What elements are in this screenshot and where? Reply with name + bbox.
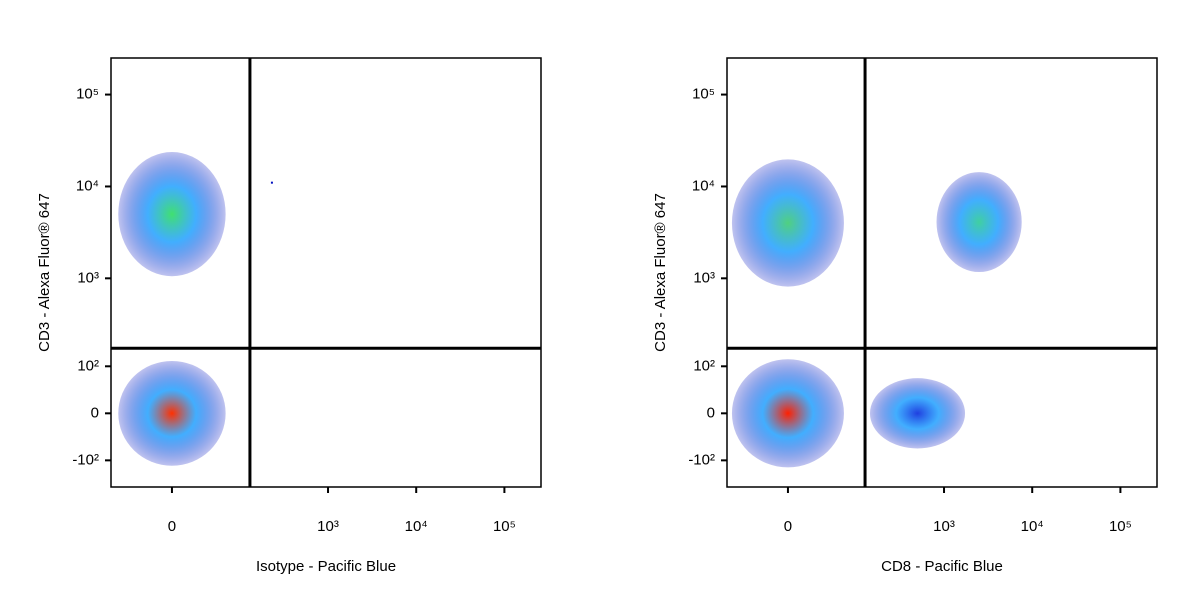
x-tick-label: 10⁴ bbox=[405, 518, 428, 535]
y-tick-label: 10⁵ bbox=[76, 86, 99, 103]
x-tick-label: 0 bbox=[784, 518, 792, 535]
y-tick-label: -10² bbox=[688, 451, 715, 468]
x-axis-title: Isotype - Pacific Blue bbox=[256, 558, 396, 575]
x-axis-title: CD8 - Pacific Blue bbox=[881, 558, 1003, 575]
y-tick-label: 0 bbox=[91, 404, 99, 421]
population bbox=[869, 378, 966, 449]
plot-frame bbox=[110, 57, 542, 488]
x-tick-label: 10⁴ bbox=[1021, 518, 1044, 535]
y-tick-label: 10³ bbox=[77, 269, 99, 286]
plot-area bbox=[731, 159, 1022, 468]
y-tick-label: 10² bbox=[693, 357, 715, 374]
population bbox=[731, 359, 844, 468]
y-tick-label: 0 bbox=[707, 404, 715, 421]
y-axis-title: CD3 - Alexa Fluor® 647 bbox=[652, 193, 669, 352]
y-tick-label: 10³ bbox=[693, 269, 715, 286]
y-tick-label: 10⁴ bbox=[76, 177, 99, 194]
plot-frame bbox=[726, 57, 1158, 488]
x-tick-label: 10⁵ bbox=[493, 518, 516, 535]
population bbox=[118, 152, 226, 277]
x-tick-label: 10³ bbox=[317, 518, 339, 535]
y-tick-label: -10² bbox=[72, 451, 99, 468]
x-tick-label: 10³ bbox=[933, 518, 955, 535]
population bbox=[936, 172, 1022, 273]
event-dot bbox=[270, 181, 273, 184]
y-axis-title: CD3 - Alexa Fluor® 647 bbox=[36, 193, 53, 352]
population bbox=[731, 159, 844, 287]
y-tick-label: 10² bbox=[77, 357, 99, 374]
x-tick-label: 0 bbox=[168, 518, 176, 535]
x-tick-label: 10⁵ bbox=[1109, 518, 1132, 535]
y-tick-label: 10⁵ bbox=[692, 86, 715, 103]
population bbox=[118, 360, 226, 466]
plot-area bbox=[118, 152, 273, 466]
y-tick-label: 10⁴ bbox=[692, 177, 715, 194]
